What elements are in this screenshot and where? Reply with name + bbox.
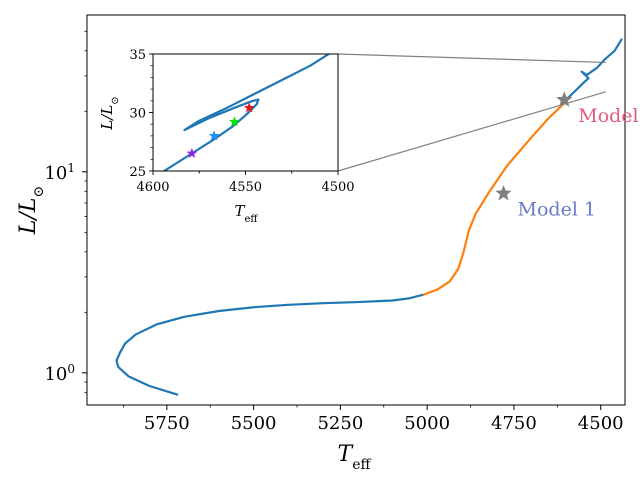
y-axis-label-main: L/L [16, 198, 41, 236]
x-tick-label-5500: 5500 [231, 413, 277, 434]
series-line-0 [115, 293, 425, 396]
inset-x-tick-label-4500: 4500 [321, 180, 354, 195]
inset-plot-area [163, 54, 330, 171]
main-axes-frame [86, 14, 626, 406]
inset-y-axis-label-sub: ⊙ [110, 96, 121, 104]
inset-y-axis-label-main: L/L [98, 105, 116, 131]
marker-star-2 [555, 91, 573, 107]
inset-tick-labels: 4600 4550 4500 25 30 35 [129, 48, 354, 195]
marker-label-2: Model 2 [578, 105, 640, 127]
x-axis-label: Teff [338, 442, 372, 473]
inset-series-line [163, 54, 330, 171]
inset-background [153, 54, 338, 171]
marker-star-1 [495, 184, 512, 201]
y-tick-label-exp: 1 [67, 161, 75, 175]
x-tick-label-4750: 4750 [491, 413, 537, 434]
inset-y-tick-label-35: 35 [129, 48, 146, 63]
series-line-1 [422, 98, 568, 296]
x-tick-label-4500: 4500 [578, 413, 624, 434]
inset-star-4 [243, 102, 255, 113]
inset-x-axis-label: Teff [234, 202, 258, 225]
inset-axes: 4600 4550 4500 25 30 35 Teff L/L⊙ [98, 48, 355, 225]
x-axis-label-sub: eff [352, 457, 371, 473]
model-markers: Model 1 Model 2 [495, 91, 640, 220]
x-axis-label-main: T [338, 442, 355, 467]
x-tick-label-5000: 5000 [404, 413, 450, 434]
inset-y-tick-label-25: 25 [129, 165, 146, 180]
main-ticks [82, 30, 602, 410]
inset-star-2 [208, 130, 220, 141]
main-plot-area [115, 38, 623, 396]
inset-y-axis-label: L/L⊙ [98, 96, 121, 130]
y-tick-label-base: 10 [44, 364, 67, 385]
marker-label-1: Model 1 [518, 198, 597, 220]
inset-y-tick-label-30: 30 [129, 107, 146, 122]
series-line-3 [580, 38, 623, 80]
y-tick-label-10: 101 [44, 161, 75, 184]
inset-ticks [149, 53, 339, 175]
series-line-2 [564, 77, 590, 101]
x-tick-label-5750: 5750 [144, 413, 190, 434]
inset-x-tick-label-4600: 4600 [136, 180, 169, 195]
inset-x-axis-label-main: T [234, 202, 245, 220]
y-tick-label-base: 10 [44, 163, 67, 184]
y-axis-label: L/L⊙ [16, 186, 47, 235]
y-tick-label-1: 100 [44, 362, 75, 385]
zoom-indicator [337, 53, 606, 172]
zoom-connector-top [337, 53, 606, 64]
y-tick-label-exp: 0 [67, 362, 75, 376]
x-tick-label-5250: 5250 [317, 413, 363, 434]
y-axis-label-sub: ⊙ [31, 186, 47, 198]
inset-star-3 [228, 116, 240, 127]
inset-x-axis-label-sub: eff [244, 214, 258, 225]
inset-x-tick-label-4550: 4550 [229, 180, 262, 195]
inset-star-1 [186, 147, 198, 159]
